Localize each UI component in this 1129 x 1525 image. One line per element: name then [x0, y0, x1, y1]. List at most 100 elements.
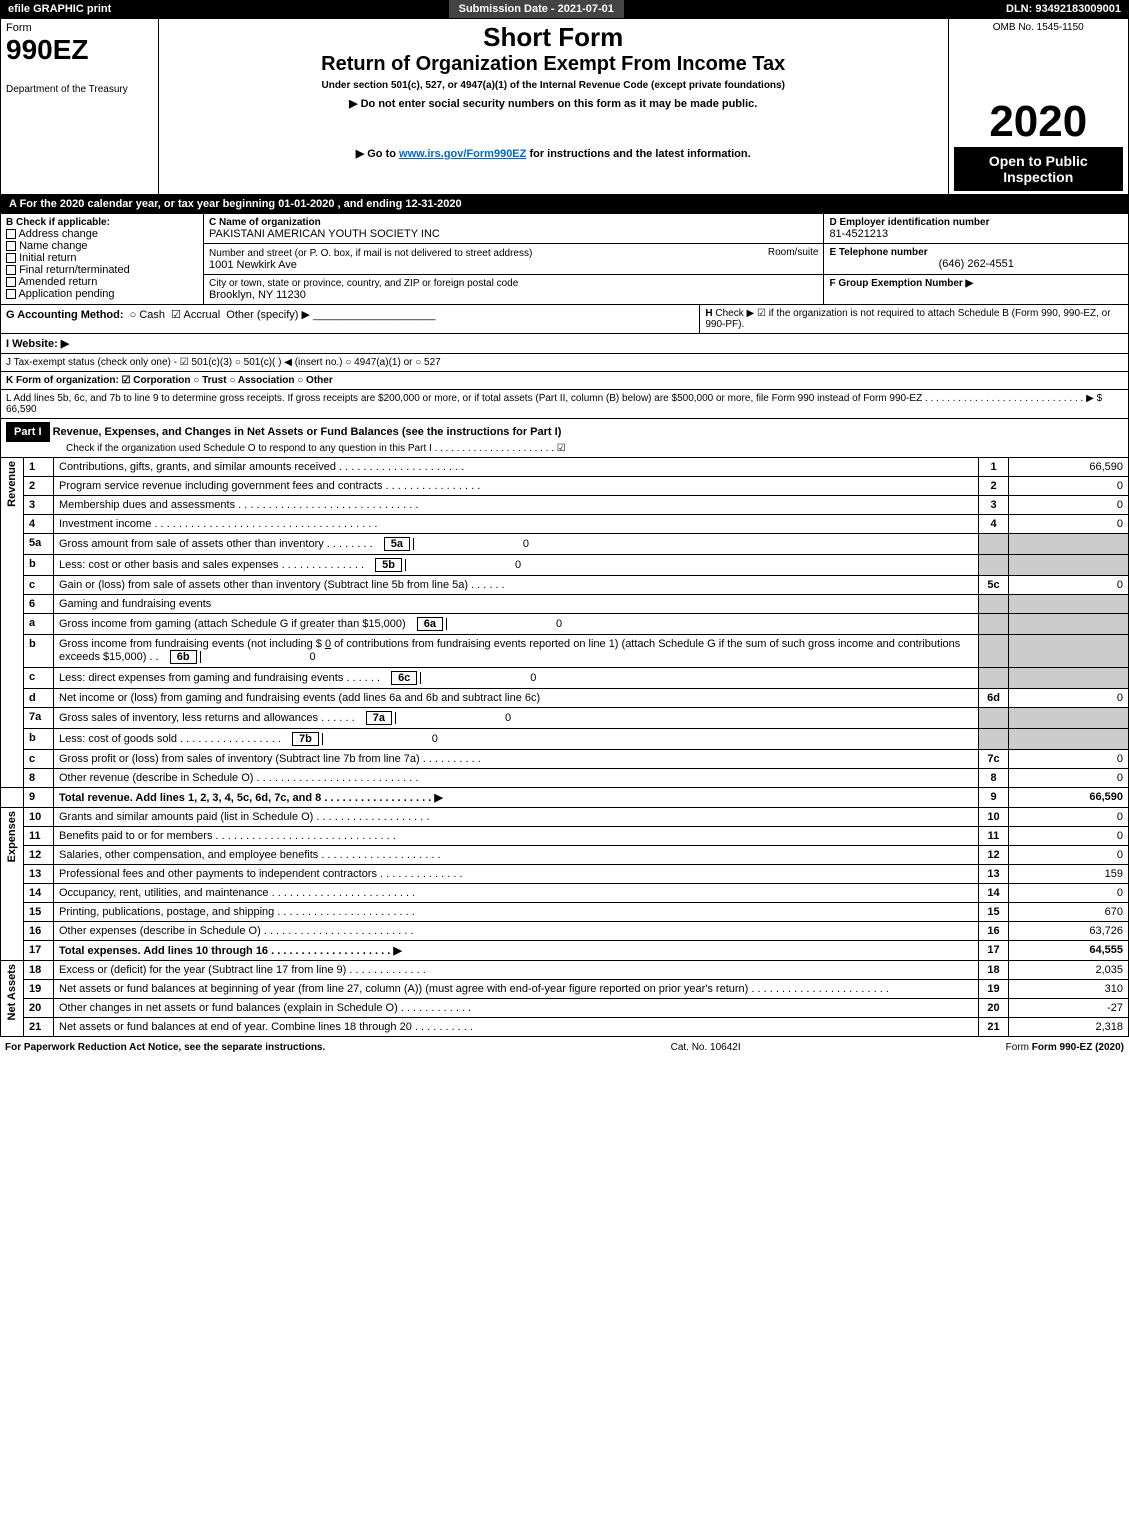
addr-change[interactable]: Address change: [6, 228, 198, 240]
row15-num: 15: [24, 903, 54, 922]
row6b-val: [1009, 635, 1129, 668]
irs-link[interactable]: www.irs.gov/Form990EZ: [399, 148, 526, 160]
row6c-val: [1009, 668, 1129, 689]
row20-val: -27: [1009, 999, 1129, 1018]
short-form-title: Short Form: [164, 22, 943, 53]
row18-num: 18: [24, 961, 54, 980]
row15-val: 670: [1009, 903, 1129, 922]
row14-text: Occupancy, rent, utilities, and maintena…: [54, 884, 979, 903]
row14-box: 14: [979, 884, 1009, 903]
section-l: L Add lines 5b, 6c, and 7b to line 9 to …: [1, 390, 1129, 419]
row19-num: 19: [24, 980, 54, 999]
section-j: J Tax-exempt status (check only one) - ☑…: [1, 354, 1129, 372]
application-pending[interactable]: Application pending: [6, 288, 198, 300]
row20-text: Other changes in net assets or fund bala…: [54, 999, 979, 1018]
footer-left: For Paperwork Reduction Act Notice, see …: [0, 1039, 565, 1056]
row5a-cell: Gross amount from sale of assets other t…: [54, 534, 979, 555]
row12-text: Salaries, other compensation, and employ…: [54, 846, 979, 865]
row4-text: Investment income . . . . . . . . . . . …: [54, 515, 979, 534]
row3-box: 3: [979, 496, 1009, 515]
row19-box: 19: [979, 980, 1009, 999]
row7b-cell: Less: cost of goods sold . . . . . . . .…: [54, 729, 979, 750]
row10-box: 10: [979, 808, 1009, 827]
row6a-val: [1009, 614, 1129, 635]
row7b-val: [1009, 729, 1129, 750]
row6b-num: b: [24, 635, 54, 668]
row7b-num: b: [24, 729, 54, 750]
row21-num: 21: [24, 1018, 54, 1037]
row3-val: 0: [1009, 496, 1129, 515]
row5a-val: [1009, 534, 1129, 555]
row16-box: 16: [979, 922, 1009, 941]
row9-text: Total revenue. Add lines 1, 2, 3, 4, 5c,…: [54, 788, 979, 808]
row7b-box: [979, 729, 1009, 750]
amended-return[interactable]: Amended return: [6, 276, 198, 288]
row16-val: 63,726: [1009, 922, 1129, 941]
row5b-cell: Less: cost or other basis and sales expe…: [54, 555, 979, 576]
row11-num: 11: [24, 827, 54, 846]
row12-box: 12: [979, 846, 1009, 865]
row7a-num: 7a: [24, 708, 54, 729]
title-cell: Short Form Return of Organization Exempt…: [158, 19, 948, 95]
section-d: D Employer identification number 81-4521…: [824, 214, 1129, 244]
initial-return[interactable]: Initial return: [6, 252, 198, 264]
section-i[interactable]: I Website: ▶: [1, 334, 1129, 354]
row16-num: 16: [24, 922, 54, 941]
row15-text: Printing, publications, postage, and shi…: [54, 903, 979, 922]
row17-box: 17: [979, 941, 1009, 961]
row6-val: [1009, 595, 1129, 614]
row6b-cell: Gross income from fundraising events (no…: [54, 635, 979, 668]
section-c-city: City or town, state or province, country…: [204, 275, 824, 305]
row18-box: 18: [979, 961, 1009, 980]
row3-num: 3: [24, 496, 54, 515]
row6c-num: c: [24, 668, 54, 689]
row6d-num: d: [24, 689, 54, 708]
row19-val: 310: [1009, 980, 1129, 999]
section-e: E Telephone number (646) 262-4551: [824, 244, 1129, 275]
name-change[interactable]: Name change: [6, 240, 198, 252]
row5a-num: 5a: [24, 534, 54, 555]
row6d-text: Net income or (loss) from gaming and fun…: [54, 689, 979, 708]
row18-text: Excess or (deficit) for the year (Subtra…: [54, 961, 979, 980]
part1-table: Revenue 1 Contributions, gifts, grants, …: [0, 458, 1129, 1037]
dept-line: Department of the Treasury: [6, 84, 153, 95]
row2-box: 2: [979, 477, 1009, 496]
row7c-text: Gross profit or (loss) from sales of inv…: [54, 750, 979, 769]
row4-val: 0: [1009, 515, 1129, 534]
submission-date-btn: Submission Date - 2021-07-01: [282, 0, 790, 18]
row1-num: 1: [24, 458, 54, 477]
row7c-box: 7c: [979, 750, 1009, 769]
row5c-box: 5c: [979, 576, 1009, 595]
row5c-val: 0: [1009, 576, 1129, 595]
row10-text: Grants and similar amounts paid (list in…: [54, 808, 979, 827]
year-cell: 2020 Open to PublicInspection: [948, 94, 1128, 195]
form-number-cell: Form 990EZ Department of the Treasury: [1, 19, 159, 195]
final-return[interactable]: Final return/terminated: [6, 264, 198, 276]
section-a: A For the 2020 calendar year, or tax yea…: [1, 195, 1129, 214]
row14-val: 0: [1009, 884, 1129, 903]
row17-num: 17: [24, 941, 54, 961]
expenses-vert: Expenses: [1, 808, 24, 961]
omb-no: OMB No. 1545-1150: [954, 22, 1123, 33]
section-b: B Check if applicable: Address change Na…: [1, 214, 204, 305]
row11-text: Benefits paid to or for members . . . . …: [54, 827, 979, 846]
row6d-val: 0: [1009, 689, 1129, 708]
section-g: G Accounting Method: ○ Cash ☑ Accrual Ot…: [1, 305, 700, 334]
row13-text: Professional fees and other payments to …: [54, 865, 979, 884]
row11-box: 11: [979, 827, 1009, 846]
row6c-cell: Less: direct expenses from gaming and fu…: [54, 668, 979, 689]
row7c-num: c: [24, 750, 54, 769]
row5b-val: [1009, 555, 1129, 576]
row20-box: 20: [979, 999, 1009, 1018]
row3-text: Membership dues and assessments . . . . …: [54, 496, 979, 515]
row2-text: Program service revenue including govern…: [54, 477, 979, 496]
section-f: F Group Exemption Number ▶: [824, 275, 1129, 305]
row4-box: 4: [979, 515, 1009, 534]
row21-val: 2,318: [1009, 1018, 1129, 1037]
row9-box: 9: [979, 788, 1009, 808]
row5b-box: [979, 555, 1009, 576]
row5a-box: [979, 534, 1009, 555]
row19-text: Net assets or fund balances at beginning…: [54, 980, 979, 999]
row17-val: 64,555: [1009, 941, 1129, 961]
row6-box: [979, 595, 1009, 614]
